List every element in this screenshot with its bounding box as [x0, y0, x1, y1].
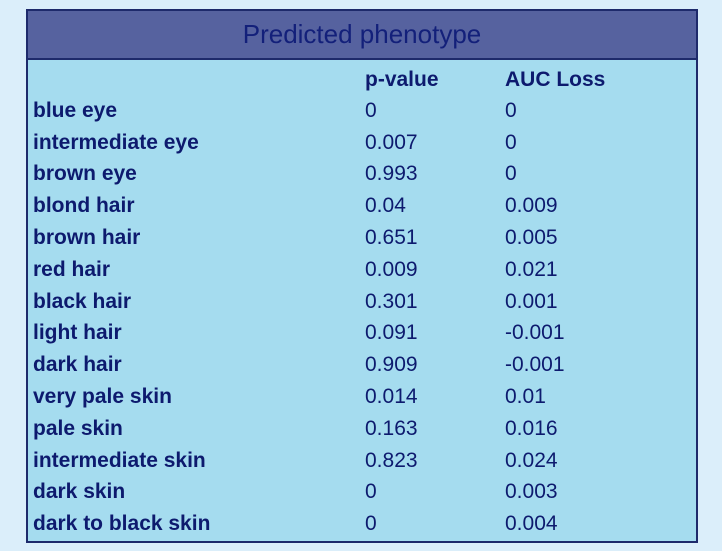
phenotype-label: pale skin: [33, 416, 123, 440]
phenotype-label: blond hair: [33, 194, 135, 218]
phenotype-table: p-value AUC Loss blue eye 0 0 intermediate …: [33, 65, 685, 540]
pvalue-cell: 0.301: [365, 289, 418, 313]
pvalue-cell: 0.993: [365, 162, 418, 186]
table-row: intermediate skin 0.823 0.024: [33, 445, 685, 477]
pvalue-cell: 0.009: [365, 257, 418, 281]
pvalue-cell: 0.014: [365, 385, 418, 409]
table-row: black hair 0.301 0.001: [33, 286, 685, 318]
pvalue-cell: 0.651: [365, 226, 418, 250]
table-row: light hair 0.091 -0.001: [33, 318, 685, 350]
pvalue-cell: 0.823: [365, 448, 418, 472]
auc-loss-cell: 0.01: [505, 385, 546, 409]
table-row: brown eye 0.993 0: [33, 159, 685, 191]
phenotype-label: intermediate eye: [33, 130, 199, 154]
phenotype-label: blue eye: [33, 98, 118, 122]
phenotype-label: red hair: [33, 257, 111, 281]
pvalue-column-header: p-value: [365, 68, 439, 91]
table-row: blond hair 0.04 0.009: [33, 190, 685, 222]
auc-column-header: AUC Loss: [505, 68, 606, 91]
table-row: brown hair 0.651 0.005: [33, 222, 685, 254]
auc-loss-cell: -0.001: [505, 353, 565, 377]
pvalue-cell: 0.007: [365, 130, 418, 154]
table-row: pale skin 0.163 0.016: [33, 413, 685, 445]
label-column-header: [33, 65, 365, 95]
phenotype-label: black hair: [33, 289, 132, 313]
phenotype-label: dark skin: [33, 480, 126, 504]
auc-loss-cell: 0: [505, 162, 517, 186]
table-row: dark to black skin 0 0.004: [33, 508, 685, 540]
phenotype-label: very pale skin: [33, 385, 172, 409]
phenotype-label: brown eye: [33, 162, 137, 186]
pvalue-cell: 0.04: [365, 194, 406, 218]
table-row: dark skin 0 0.003: [33, 477, 685, 509]
table-header-row: p-value AUC Loss: [33, 65, 685, 95]
auc-loss-cell: 0.021: [505, 257, 558, 281]
phenotype-panel: Predicted phenotype p-value AUC Loss blu…: [26, 9, 698, 543]
table-row: intermediate eye 0.007 0: [33, 127, 685, 159]
pvalue-cell: 0: [365, 98, 377, 122]
auc-loss-cell: 0.001: [505, 289, 558, 313]
pvalue-cell: 0.091: [365, 321, 418, 345]
table-row: red hair 0.009 0.021: [33, 254, 685, 286]
auc-loss-cell: 0.004: [505, 512, 558, 536]
panel-title: Predicted phenotype: [242, 19, 482, 49]
pvalue-cell: 0.909: [365, 353, 418, 377]
table-row: dark hair 0.909 -0.001: [33, 349, 685, 381]
auc-loss-cell: 0.024: [505, 448, 558, 472]
auc-loss-cell: 0.005: [505, 226, 558, 250]
pvalue-cell: 0: [365, 480, 377, 504]
table-row: blue eye 0 0: [33, 95, 685, 127]
auc-loss-cell: 0: [505, 130, 517, 154]
phenotype-label: light hair: [33, 321, 122, 345]
auc-loss-cell: 0: [505, 98, 517, 122]
auc-loss-cell: 0.003: [505, 480, 558, 504]
auc-loss-cell: 0.016: [505, 416, 558, 440]
table-row: very pale skin 0.014 0.01: [33, 381, 685, 413]
panel-header: Predicted phenotype: [28, 11, 696, 60]
pvalue-cell: 0: [365, 512, 377, 536]
phenotype-label: dark to black skin: [33, 512, 211, 536]
pvalue-cell: 0.163: [365, 416, 418, 440]
auc-loss-cell: 0.009: [505, 194, 558, 218]
auc-loss-cell: -0.001: [505, 321, 565, 345]
phenotype-label: intermediate skin: [33, 448, 206, 472]
phenotype-label: dark hair: [33, 353, 122, 377]
phenotype-label: brown hair: [33, 226, 141, 250]
